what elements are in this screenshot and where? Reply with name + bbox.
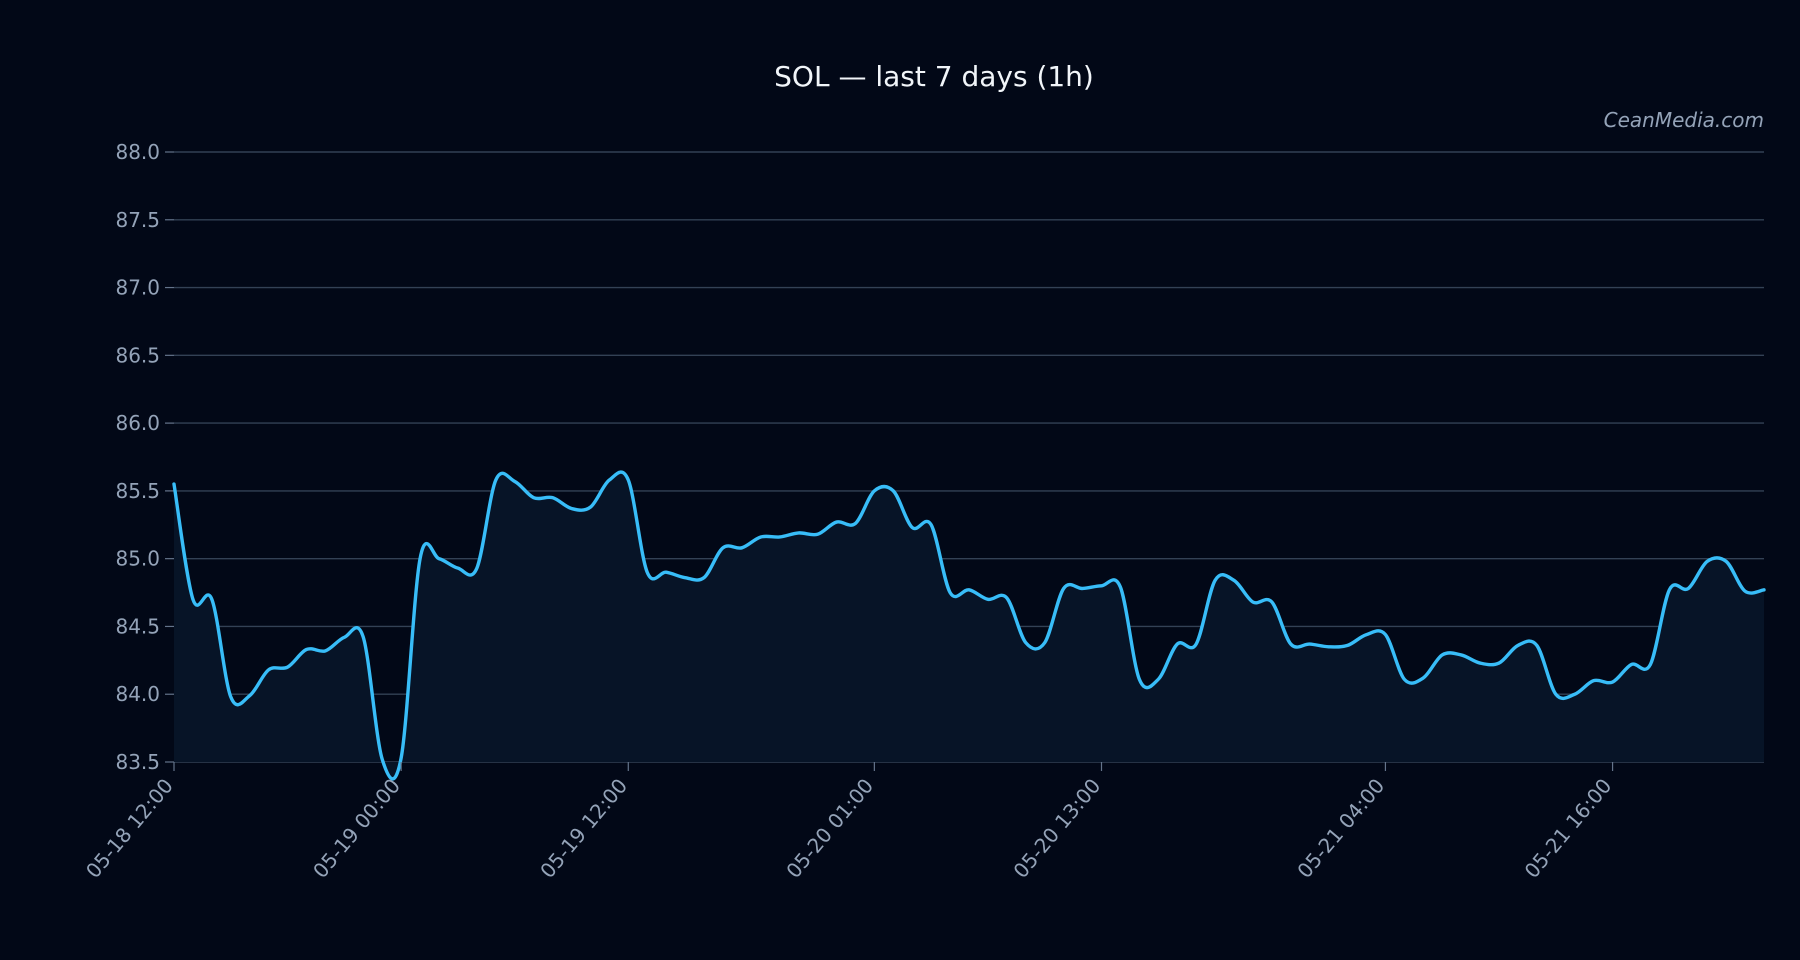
price-area bbox=[174, 472, 1764, 779]
y-tick-label: 86.0 bbox=[115, 411, 160, 435]
y-tick-label: 85.0 bbox=[115, 547, 160, 571]
y-tick-label: 85.5 bbox=[115, 479, 160, 503]
y-tick-label: 87.5 bbox=[115, 208, 160, 232]
y-axis: 83.5 84.0 84.5 85.0 85.5 86.0 86.5 87.0 87.5 88.0 bbox=[115, 140, 174, 774]
price-area-fill bbox=[174, 472, 1764, 779]
y-tick-label: 84.5 bbox=[115, 614, 160, 638]
price-line bbox=[172, 470, 1766, 781]
y-tick-label: 83.5 bbox=[115, 750, 160, 774]
y-tick-label: 88.0 bbox=[115, 140, 160, 164]
y-tick-label: 84.0 bbox=[115, 682, 160, 706]
watermark-text: CeanMedia.com bbox=[1604, 108, 1764, 132]
y-tick-label: 87.0 bbox=[115, 276, 160, 300]
chart-title: SOL — last 7 days (1h) bbox=[774, 60, 1094, 93]
y-tick-label: 86.5 bbox=[115, 343, 160, 367]
price-series bbox=[172, 470, 1766, 781]
